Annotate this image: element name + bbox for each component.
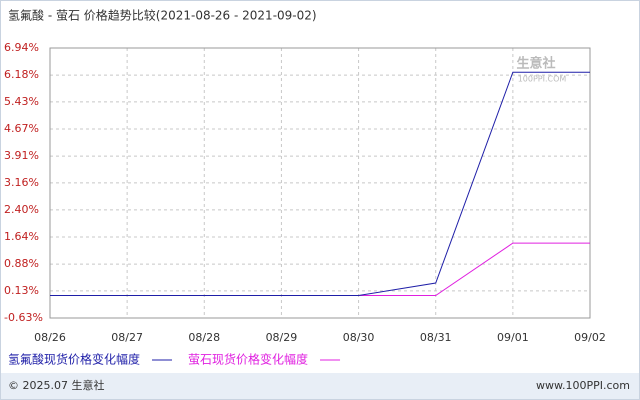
y-tick-label: 6.94%	[4, 41, 39, 54]
legend-label: 氢氟酸现货价格变化幅度	[8, 352, 140, 367]
footer-band	[1, 373, 639, 399]
site: www.100PPI.com	[536, 379, 630, 392]
y-tick-label: 1.64%	[4, 230, 39, 243]
y-tick-label: 0.13%	[4, 284, 39, 297]
y-tick-label: 2.40%	[4, 203, 39, 216]
legend-label: 萤石现货价格变化幅度	[188, 352, 308, 367]
x-tick-label: 09/01	[497, 331, 529, 344]
x-tick-label: 08/29	[266, 331, 298, 344]
watermark: 100PPI.COM	[518, 75, 567, 84]
x-tick-label: 08/30	[343, 331, 375, 344]
y-tick-label: 3.16%	[4, 176, 39, 189]
x-tick-label: 09/02	[574, 331, 606, 344]
chart-title: 氢氟酸 - 萤石 价格趋势比较(2021-08-26 - 2021-09-02)	[8, 8, 317, 23]
plot-border	[49, 47, 591, 319]
x-tick-label: 08/27	[111, 331, 143, 344]
y-tick-label: 5.43%	[4, 95, 39, 108]
x-tick-label: 08/28	[188, 331, 220, 344]
y-tick-label: 0.88%	[4, 257, 39, 270]
y-tick-label: 4.67%	[4, 122, 39, 135]
y-tick-label: -0.63%	[4, 311, 43, 324]
x-tick-label: 08/26	[34, 331, 66, 344]
y-tick-label: 3.91%	[4, 149, 39, 162]
copyright: © 2025.07 生意社	[8, 378, 104, 392]
watermark: 生意社	[516, 56, 555, 72]
x-tick-label: 08/31	[420, 331, 452, 344]
series-line	[50, 71, 590, 297]
y-tick-label: 6.18%	[4, 68, 39, 81]
